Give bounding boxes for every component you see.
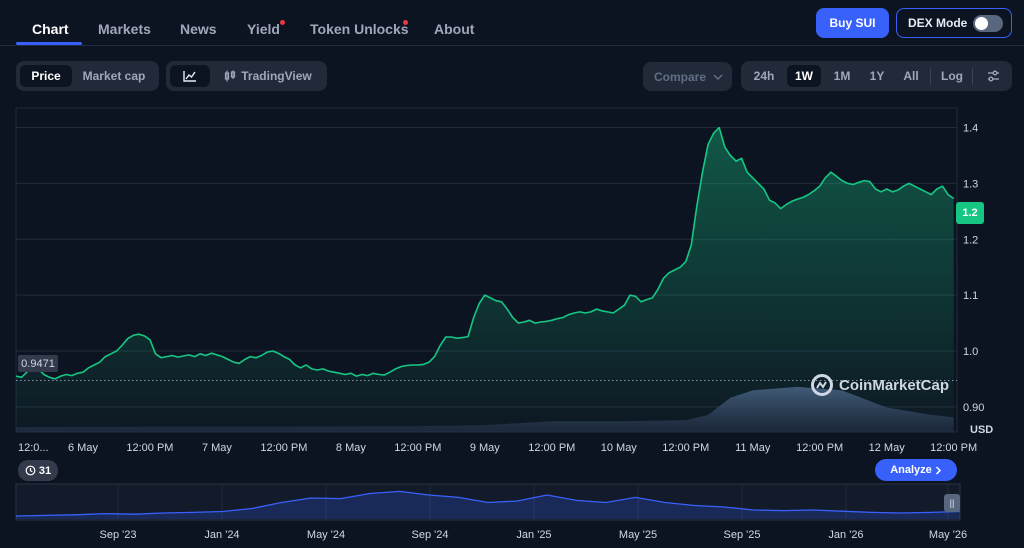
y-tick-label: 1.4 bbox=[963, 123, 978, 135]
navigator-area bbox=[15, 490, 961, 519]
x-tick-label: 12:00 PM bbox=[528, 442, 575, 454]
price-line bbox=[15, 126, 955, 380]
range-24h[interactable]: 24h bbox=[753, 69, 775, 83]
tab-chart[interactable]: Chart bbox=[32, 21, 69, 37]
compare-label: Compare bbox=[654, 69, 707, 84]
analyze-button[interactable]: Analyze bbox=[875, 459, 957, 481]
buy-sui-button[interactable]: Buy SUI bbox=[816, 8, 889, 38]
chevron-right-icon bbox=[935, 465, 941, 475]
navigator-handle[interactable]: || bbox=[944, 494, 960, 512]
y-tick-label: 0.90 bbox=[963, 402, 984, 414]
market-cap-toggle[interactable]: Market cap bbox=[82, 69, 146, 83]
range-all[interactable]: All bbox=[903, 69, 919, 83]
tab-markets[interactable]: Markets bbox=[98, 21, 151, 37]
x-tick-label: 12:00 PM bbox=[260, 442, 307, 454]
yield-notification-dot bbox=[280, 20, 285, 25]
navigator-tick-label: May '25 bbox=[619, 529, 657, 541]
line-chart-toggle[interactable] bbox=[170, 65, 210, 87]
dex-mode-toggle[interactable]: DEX Mode bbox=[896, 8, 1012, 38]
price-marketcap-switch: Price Market cap bbox=[16, 61, 159, 91]
x-tick-label: 8 May bbox=[336, 442, 366, 454]
log-scale-toggle[interactable]: Log bbox=[941, 69, 963, 83]
navigator-tick-label: Jan '25 bbox=[516, 529, 551, 541]
navigator-tick-label: Sep '23 bbox=[100, 529, 137, 541]
price-area bbox=[15, 126, 955, 432]
range-1w[interactable]: 1W bbox=[787, 65, 821, 87]
tab-token-unlocks[interactable]: Token Unlocks bbox=[310, 21, 409, 37]
range-navigator[interactable]: Sep '23 Jan '24 May '24 Sep '24 Jan '25 May '… bbox=[0, 483, 1024, 548]
navigator-tick-label: Sep '25 bbox=[724, 529, 761, 541]
navigator-gridlines bbox=[117, 485, 949, 519]
settings-toggle[interactable] bbox=[979, 65, 1007, 87]
analyze-label: Analyze bbox=[890, 464, 932, 476]
y-axis-ticks: 1.4 1.3 1.2 1.1 1.0 0.90 bbox=[963, 123, 984, 414]
x-tick-label: 12:00 PM bbox=[930, 442, 977, 454]
time-range-switch: 24h 1W 1M 1Y All Log bbox=[741, 61, 1012, 91]
top-nav: Chart Markets News Yield Token Unlocks A… bbox=[0, 0, 1024, 46]
toggle-switch-icon[interactable] bbox=[973, 15, 1003, 32]
candlestick-icon bbox=[225, 70, 236, 82]
x-tick-label: 12 May bbox=[869, 442, 906, 454]
history-count: 31 bbox=[38, 464, 52, 477]
navigator-tick-label: May '26 bbox=[929, 529, 967, 541]
history-button[interactable]: 31 bbox=[18, 460, 58, 481]
currency-label: USD bbox=[970, 424, 993, 436]
active-tab-indicator bbox=[16, 42, 82, 45]
x-tick-label: 12:0... bbox=[18, 442, 49, 454]
dex-mode-label: DEX Mode bbox=[908, 16, 968, 30]
x-tick-label: 6 May bbox=[68, 442, 98, 454]
y-tick-label: 1.0 bbox=[963, 346, 978, 358]
x-tick-label: 12:00 PM bbox=[796, 442, 843, 454]
coinmarketcap-logo-icon bbox=[811, 374, 833, 396]
x-tick-label: 9 May bbox=[470, 442, 500, 454]
y-tick-label: 1.2 bbox=[963, 234, 978, 246]
clock-history-icon bbox=[25, 465, 36, 476]
price-toggle[interactable]: Price bbox=[20, 65, 72, 87]
open-price-badge: 0.9471 bbox=[18, 355, 58, 372]
tab-yield[interactable]: Yield bbox=[247, 21, 280, 37]
navigator-tick-label: Sep '24 bbox=[412, 529, 449, 541]
x-tick-label: 12:00 PM bbox=[126, 442, 173, 454]
chevron-down-icon bbox=[713, 73, 723, 80]
navigator-line bbox=[15, 490, 961, 517]
x-tick-label: 12:00 PM bbox=[394, 442, 441, 454]
navigator-x-ticks: Sep '23 Jan '24 May '24 Sep '24 Jan '25 May '… bbox=[100, 529, 968, 541]
x-tick-label: 7 May bbox=[202, 442, 232, 454]
range-1y[interactable]: 1Y bbox=[869, 69, 885, 83]
sliders-icon bbox=[987, 70, 999, 82]
x-tick-label: 11 May bbox=[735, 442, 771, 454]
x-tick-label: 12:00 PM bbox=[662, 442, 709, 454]
tab-about[interactable]: About bbox=[434, 21, 475, 37]
x-tick-label: 10 May bbox=[601, 442, 638, 454]
navigator-area-fill bbox=[16, 491, 960, 519]
current-price-badge: 1.2 bbox=[956, 202, 984, 224]
watermark-text: CoinMarketCap bbox=[839, 376, 950, 394]
price-chart[interactable]: 1.4 1.3 1.2 1.1 1.0 0.90 12:0... 6 May 12:00 PM… bbox=[0, 100, 1024, 460]
chart-style-switch: TradingView bbox=[166, 61, 327, 91]
tradingview-label: TradingView bbox=[241, 69, 312, 83]
line-chart-icon bbox=[183, 71, 196, 82]
range-divider bbox=[972, 68, 973, 85]
tab-news[interactable]: News bbox=[180, 21, 217, 37]
tradingview-toggle[interactable]: TradingView bbox=[216, 65, 320, 87]
y-tick-label: 1.3 bbox=[963, 178, 978, 190]
range-divider bbox=[930, 68, 931, 85]
y-tick-label: 1.1 bbox=[963, 290, 978, 302]
price-area-fill bbox=[16, 127, 954, 432]
token-unlocks-notification-dot bbox=[403, 20, 408, 25]
navigator-tick-label: Jan '24 bbox=[204, 529, 239, 541]
x-axis-ticks: 12:0... 6 May 12:00 PM 7 May 12:00 PM 8 May 12… bbox=[18, 442, 977, 454]
range-1m[interactable]: 1M bbox=[833, 69, 851, 83]
compare-dropdown[interactable]: Compare bbox=[643, 62, 732, 91]
coinmarketcap-watermark: CoinMarketCap bbox=[811, 374, 949, 396]
navigator-tick-label: May '24 bbox=[307, 529, 345, 541]
navigator-tick-label: Jan '26 bbox=[828, 529, 863, 541]
